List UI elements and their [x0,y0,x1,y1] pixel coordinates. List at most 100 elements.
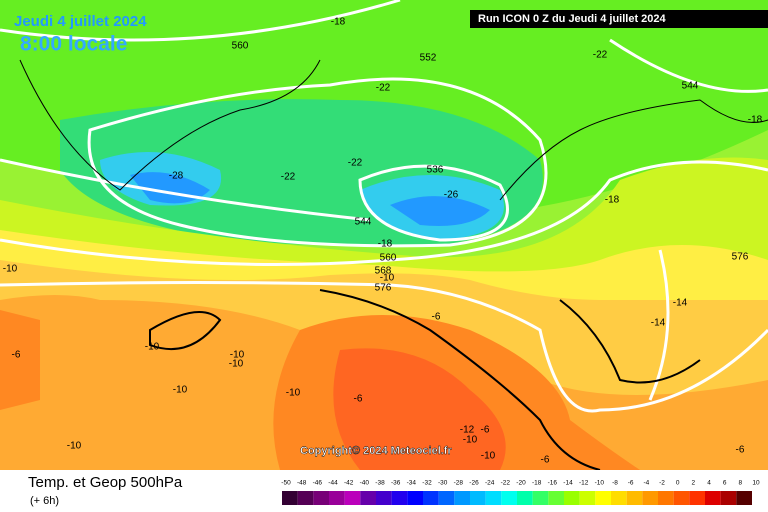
colorbar-label: -20 [516,480,526,487]
contour-label: -22 [376,83,391,94]
run-box [470,10,768,28]
colorbar-swatch [642,491,658,505]
contour-label: 576 [375,283,392,294]
footer-title: Temp. et Geop 500hPa [28,474,183,491]
contour-label: 544 [355,217,372,228]
colorbar-label: -42 [344,480,354,487]
colorbar-swatch [344,491,361,505]
contour-label: -12 [460,425,475,436]
date: Jeudi 4 juillet 2024 [14,13,147,30]
contour-label: -18 [748,115,763,126]
contours [0,0,768,413]
colorbar-label: -8 [612,480,618,487]
colorbar-swatch [626,491,643,505]
colorbar-swatch [673,491,690,505]
contour-label: -10 [481,451,496,462]
contour-label: -18 [605,195,620,206]
contour-label: -22 [281,172,296,183]
contour-label: -6 [12,350,21,361]
colorbar-swatch [391,491,408,505]
colorbar-label: -6 [628,480,634,487]
colorbar-swatch [470,491,486,505]
contour-label: -14 [651,318,666,329]
contour-label: 552 [420,53,437,64]
contour-label: -10 [67,441,82,452]
colorbar-swatch [360,491,376,505]
colorbar-label: -46 [313,480,323,487]
colorbar: -50 -48 -46 -44 -42 -40 -38 -36 -34 -32 -30 -28 -26-… [281,480,760,505]
time: 8:00 locale [20,33,127,56]
contour-label: -18 [331,17,346,28]
colorbar-label: -24 [485,480,495,487]
footer-step: (+ 6h) [30,495,59,507]
colorbar-label: -40 [360,480,370,487]
contour-labels: -18 560 552 -22 544 -18 -22 -22 536 -28 -22 -26 -18 5… [3,17,763,466]
colorbar-swatch [376,491,392,505]
contour-label: -26 [444,190,459,201]
colorbar-swatch [423,491,439,505]
contour-label: -6 [432,312,441,323]
colorbar-swatch [720,491,737,505]
copyright: Copyright© 2024 Meteociel.fr [300,445,452,457]
background [0,0,768,470]
colorbar-swatch [564,491,580,505]
contour-label: 568 [375,266,392,277]
colorbar-swatch [313,491,329,505]
colorbar-label: -34 [407,480,417,487]
contour-label: 576 [732,252,749,263]
colorbar-swatch [407,491,423,505]
run: Run ICON 0 Z du Jeudi 4 juillet 2024 [478,13,667,25]
colorbar-label: -38 [375,480,385,487]
colorbar-label: -30 [438,480,448,487]
contour-label: 544 [682,81,699,92]
colorbar-label: -4 [643,480,649,487]
contour-label: -10 [229,359,244,370]
contour-label: -10 [286,388,301,399]
contour-label: -22 [593,50,608,61]
contour-label: -14 [673,298,688,309]
colorbar-swatch [548,491,564,505]
colorbar-swatch [282,491,298,505]
colorbar-swatch [595,491,611,505]
colorbar-label: 10 [752,480,760,487]
contour-label: -6 [481,425,490,436]
coastlines [19,59,768,471]
colorbar-label: -32 [422,480,432,487]
colorbar-swatch [689,491,705,505]
contour-label: -18 [378,239,393,250]
contour-label: -10 [173,385,188,396]
colorbar-swatch [329,491,345,505]
colorbar-label: -14 [563,480,573,487]
colorbar-label: -18 [532,480,542,487]
colorbar-swatch [501,491,517,505]
contour-label: -10 [230,350,245,361]
colorbar-label: -12 [579,480,589,487]
colorbar-swatch [736,491,752,505]
contour-label: -6 [354,394,363,405]
colorbar-label: -22 [501,480,511,487]
colorbar-swatch [454,491,470,505]
colorbar-swatch [532,491,549,505]
colorbar-swatch [658,491,674,505]
contour-label: 536 [427,165,444,176]
colorbar-label: 0 [676,480,680,487]
colorbar-swatch [517,491,533,505]
contour-label: -10 [380,273,395,284]
colorbar-swatch [438,491,455,505]
colorbar-label: 4 [707,480,711,487]
colorbar-swatch [705,491,721,505]
colorbar-swatch [611,491,627,505]
contour-label: -22 [348,158,363,169]
colorbar-label: -48 [297,480,307,487]
colorbar-label: -28 [454,480,464,487]
colorbar-label: -44 [328,480,338,487]
contour-label: 560 [232,41,249,52]
contour-label: -28 [169,171,184,182]
colorbar-label: -50 [281,480,291,487]
colorbar-swatch [485,491,502,505]
contour-label: -10 [3,264,18,275]
contour-label: -6 [541,455,550,466]
contour-label: 560 [380,253,397,264]
colorbar-label: 6 [723,480,727,487]
